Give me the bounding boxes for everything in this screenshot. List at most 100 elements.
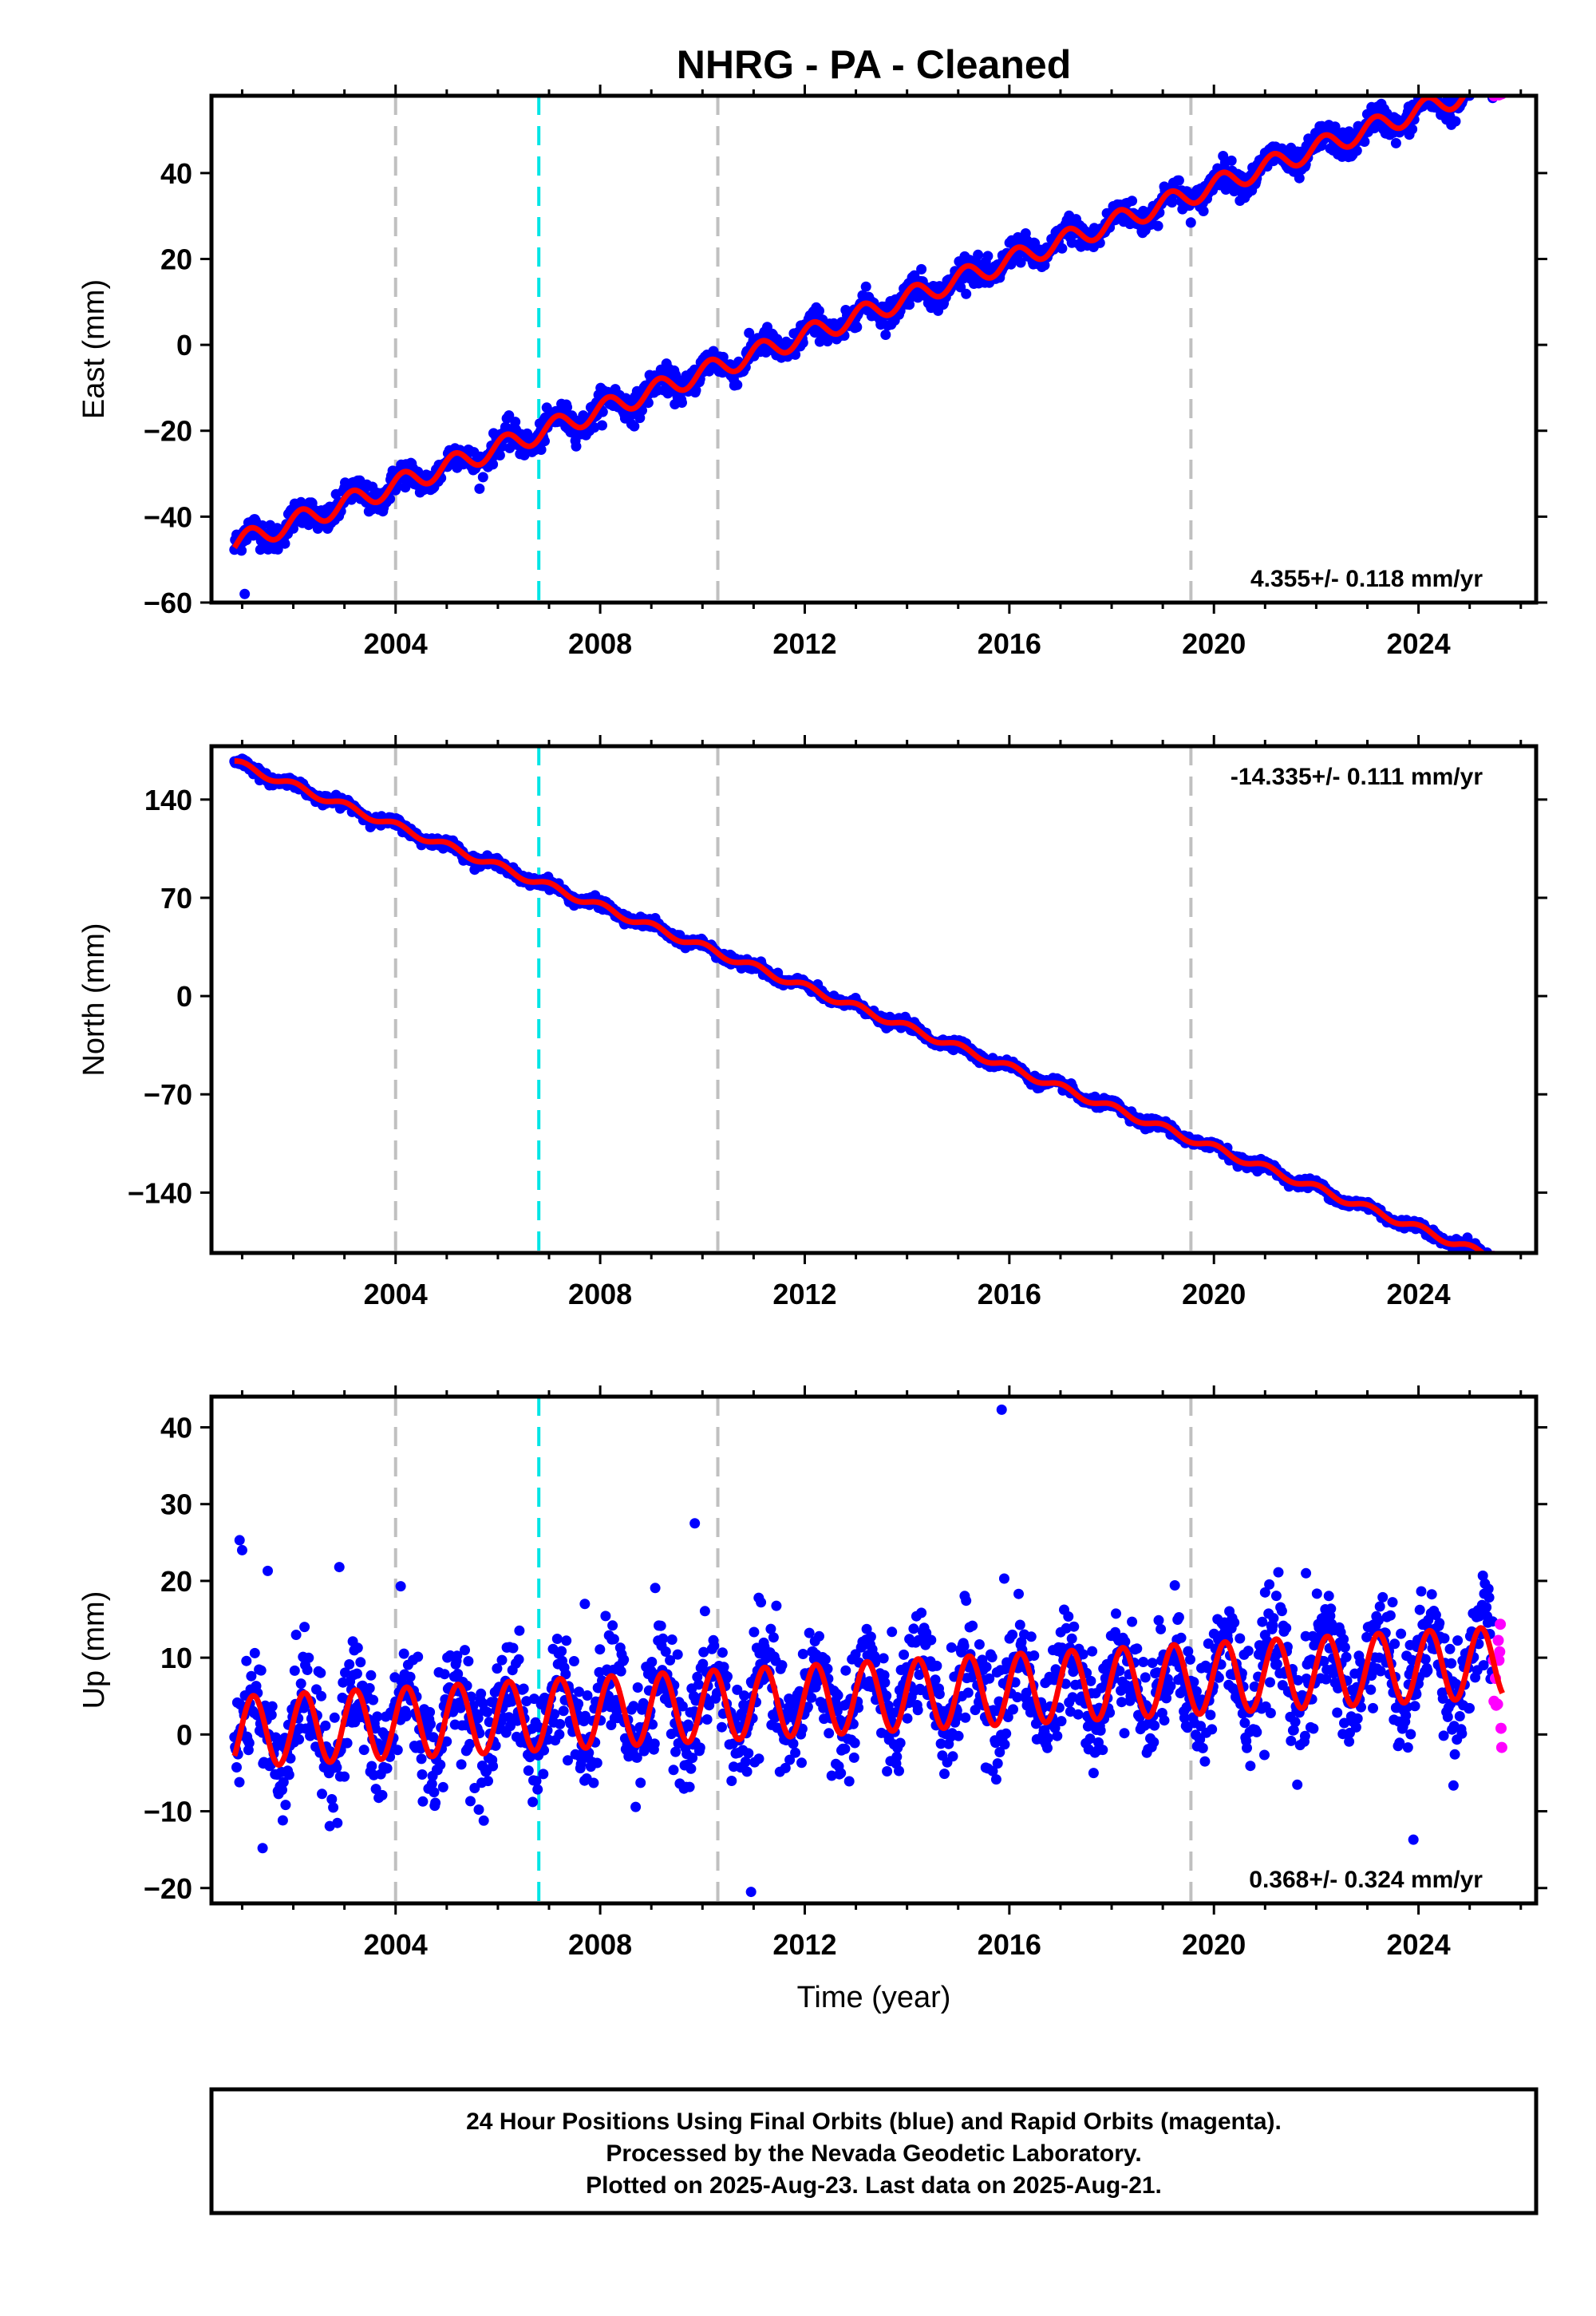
final-orbit-point — [912, 1705, 923, 1716]
final-orbit-point — [320, 1720, 331, 1731]
final-orbit-point — [496, 1654, 508, 1666]
final-orbit-point — [430, 1797, 441, 1808]
final-orbit-point — [851, 322, 863, 333]
final-orbit-point — [1007, 1629, 1018, 1640]
final-orbit-point — [437, 1781, 448, 1792]
final-orbit-point — [290, 1630, 302, 1640]
final-orbit-point — [1039, 259, 1050, 271]
x-tick-label: 2012 — [772, 627, 836, 660]
final-orbit-point — [1475, 62, 1485, 73]
final-orbit-point — [558, 1705, 569, 1717]
final-orbit-point — [768, 1632, 779, 1643]
final-orbit-point — [329, 1712, 340, 1723]
rapid-orbit-point — [1490, 81, 1501, 92]
final-orbit-point — [283, 1769, 294, 1780]
final-orbit-point — [668, 1765, 679, 1776]
final-orbit-point — [1056, 1716, 1067, 1727]
final-orbit-point — [429, 1787, 440, 1798]
final-orbit-point — [1473, 77, 1483, 88]
final-orbit-point — [365, 1670, 377, 1681]
final-orbit-point — [381, 1763, 393, 1774]
rapid-orbit-point — [1493, 1262, 1504, 1273]
final-orbit-point — [568, 1656, 579, 1666]
final-orbit-point — [488, 459, 499, 470]
final-orbit-point — [790, 349, 801, 360]
final-orbit-point — [947, 1751, 958, 1762]
final-orbit-point — [405, 1671, 416, 1682]
final-orbit-point — [709, 1640, 720, 1651]
final-orbit-point — [595, 1644, 606, 1655]
x-tick-label: 2008 — [568, 1278, 632, 1310]
rate-label: -14.335+/- 0.111 mm/yr — [1231, 764, 1483, 790]
final-orbit-point — [316, 1690, 327, 1701]
y-axis-label: North (mm) — [77, 923, 111, 1076]
final-orbit-point — [741, 1766, 753, 1777]
final-orbit-point — [535, 445, 547, 455]
final-orbit-point — [1487, 1264, 1498, 1275]
final-orbit-point — [294, 1734, 305, 1745]
final-orbit-point — [455, 1702, 466, 1713]
final-orbit-point — [1015, 257, 1026, 268]
final-orbit-point — [392, 1745, 403, 1756]
y-tick-label: 0 — [176, 329, 192, 362]
final-orbit-point — [299, 1622, 310, 1633]
final-orbit-point — [1483, 73, 1493, 84]
final-orbit-point — [1428, 84, 1438, 94]
final-orbit-point — [608, 1634, 619, 1645]
final-orbit-point — [562, 401, 573, 413]
final-orbit-point — [887, 1626, 898, 1638]
final-orbit-point — [717, 1721, 727, 1733]
final-orbit-point — [366, 1761, 377, 1772]
final-orbit-point — [629, 421, 640, 432]
final-orbit-point — [439, 1669, 450, 1680]
final-orbit-point — [967, 1620, 978, 1631]
final-orbit-point — [865, 1631, 876, 1642]
rapid-orbit-point — [1488, 1254, 1499, 1265]
final-orbit-point — [788, 1738, 799, 1749]
final-orbit-point — [508, 1642, 519, 1654]
y-tick-label: −140 — [128, 1176, 192, 1209]
final-orbit-point — [588, 1777, 599, 1788]
final-orbit-point — [1029, 1650, 1040, 1661]
final-orbit-point — [632, 1682, 643, 1693]
final-orbit-point — [1484, 85, 1495, 95]
final-orbit-point — [1476, 71, 1487, 81]
final-orbit-point — [684, 1781, 695, 1792]
final-orbit-point — [722, 1671, 733, 1682]
final-orbit-point — [600, 1611, 611, 1622]
final-orbit-point — [1486, 80, 1496, 90]
final-orbit-point — [806, 1692, 817, 1703]
final-orbit-point — [953, 1730, 964, 1741]
final-orbit-point — [685, 1763, 697, 1774]
final-orbit-point — [677, 397, 687, 408]
final-orbit-point — [1467, 71, 1477, 81]
final-orbit-point — [902, 1713, 913, 1724]
final-orbit-point — [279, 538, 290, 549]
final-orbit-point — [1226, 155, 1237, 166]
final-orbit-point — [478, 1815, 489, 1826]
final-orbit-point — [551, 1634, 563, 1644]
final-orbit-point — [255, 1665, 267, 1676]
final-orbit-point — [882, 1766, 893, 1777]
x-tick-label: 2020 — [1182, 627, 1246, 660]
final-orbit-point — [946, 1642, 957, 1653]
final-orbit-point — [1487, 1255, 1497, 1266]
final-orbit-point — [463, 1656, 474, 1666]
final-orbit-point — [895, 1737, 906, 1749]
final-orbit-point — [1468, 73, 1479, 84]
final-orbit-point — [1464, 76, 1474, 86]
final-orbit-point — [699, 1606, 710, 1617]
final-orbit-point — [1042, 1733, 1053, 1744]
final-orbit-point — [1460, 81, 1470, 92]
rapid-orbit-point — [1494, 81, 1505, 92]
final-orbit-point — [249, 1647, 260, 1658]
final-orbit-point — [797, 1649, 808, 1659]
final-orbit-point — [302, 1665, 313, 1675]
final-orbit-point — [591, 1757, 602, 1769]
final-orbit-point — [981, 1662, 992, 1673]
final-orbit-point — [649, 1738, 660, 1749]
final-orbit-point — [1486, 1254, 1496, 1264]
final-orbit-point — [368, 1694, 379, 1705]
final-orbit-point — [1481, 82, 1491, 93]
final-orbit-point — [1057, 243, 1068, 254]
